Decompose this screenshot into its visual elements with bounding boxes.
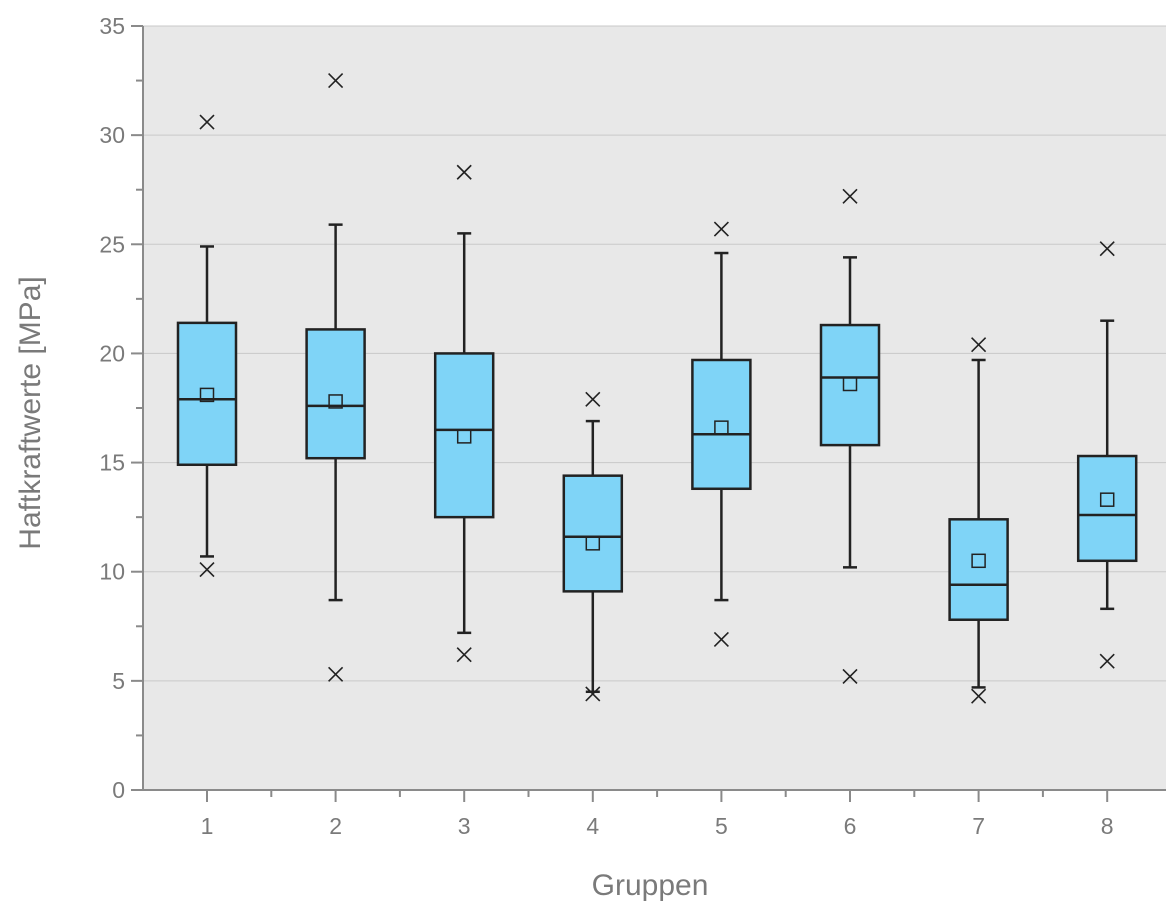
box-group-5 — [691, 221, 752, 647]
box-iqr — [562, 474, 624, 593]
box-group-7 — [948, 337, 1009, 704]
min-marker — [585, 686, 601, 702]
y-axis-title: Haftkraftwerte [MPa] — [14, 276, 47, 549]
box-iqr — [305, 328, 366, 460]
x-axis-title: Gruppen — [592, 869, 709, 901]
y-tick-label: 0 — [112, 777, 125, 803]
max-marker — [328, 73, 344, 89]
box-group-4 — [562, 391, 624, 702]
mean-marker — [714, 420, 729, 435]
mean-marker — [328, 394, 343, 409]
max-marker — [1099, 241, 1115, 257]
y-tick-label: 5 — [112, 668, 125, 694]
min-marker — [842, 668, 858, 685]
min-marker — [456, 647, 472, 663]
x-tick-label: 1 — [201, 813, 214, 839]
max-marker — [713, 221, 729, 237]
y-tick-label: 10 — [99, 559, 125, 585]
box-iqr — [176, 321, 238, 467]
boxes — [176, 73, 1138, 704]
box-iqr — [819, 323, 881, 447]
min-marker — [328, 666, 344, 682]
x-tick-label: 3 — [458, 813, 471, 839]
y-axis: 0 5 10 15 20 25 30 35 — [99, 13, 144, 803]
max-marker — [199, 114, 215, 130]
y-tick-label: 20 — [99, 340, 125, 366]
x-axis: 1 2 3 4 5 6 7 8 — [143, 789, 1166, 839]
max-marker — [842, 188, 858, 204]
box-iqr — [948, 518, 1009, 621]
x-tick-label: 8 — [1101, 813, 1114, 839]
box-group-2 — [305, 73, 366, 682]
box-group-1 — [176, 114, 238, 578]
mean-marker — [842, 376, 858, 392]
box-group-3 — [433, 164, 495, 663]
box-iqr — [433, 352, 495, 519]
max-marker — [585, 391, 601, 407]
mean-marker — [585, 536, 601, 551]
x-tick-label: 5 — [715, 813, 728, 839]
mean-marker — [199, 387, 215, 403]
box-group-6 — [819, 188, 881, 685]
min-marker — [713, 631, 729, 647]
min-marker — [1099, 653, 1115, 669]
y-tick-label: 35 — [99, 13, 125, 39]
y-tick-label: 15 — [99, 450, 125, 476]
x-tick-label: 7 — [972, 813, 985, 839]
max-marker — [456, 164, 472, 180]
box-iqr — [691, 358, 752, 491]
y-tick-label: 25 — [99, 231, 125, 257]
mean-marker — [1099, 492, 1115, 507]
mean-marker — [971, 553, 986, 569]
x-tick-label: 4 — [586, 813, 599, 839]
min-marker — [971, 688, 987, 704]
box-group-8 — [1076, 241, 1138, 669]
box-iqr — [1076, 454, 1138, 563]
x-tick-label: 6 — [844, 813, 857, 839]
max-marker — [971, 337, 987, 353]
x-tick-label: 2 — [329, 813, 342, 839]
y-tick-label: 30 — [99, 122, 125, 148]
mean-marker — [456, 429, 472, 444]
plot-area — [143, 26, 1166, 790]
min-marker — [199, 561, 215, 578]
